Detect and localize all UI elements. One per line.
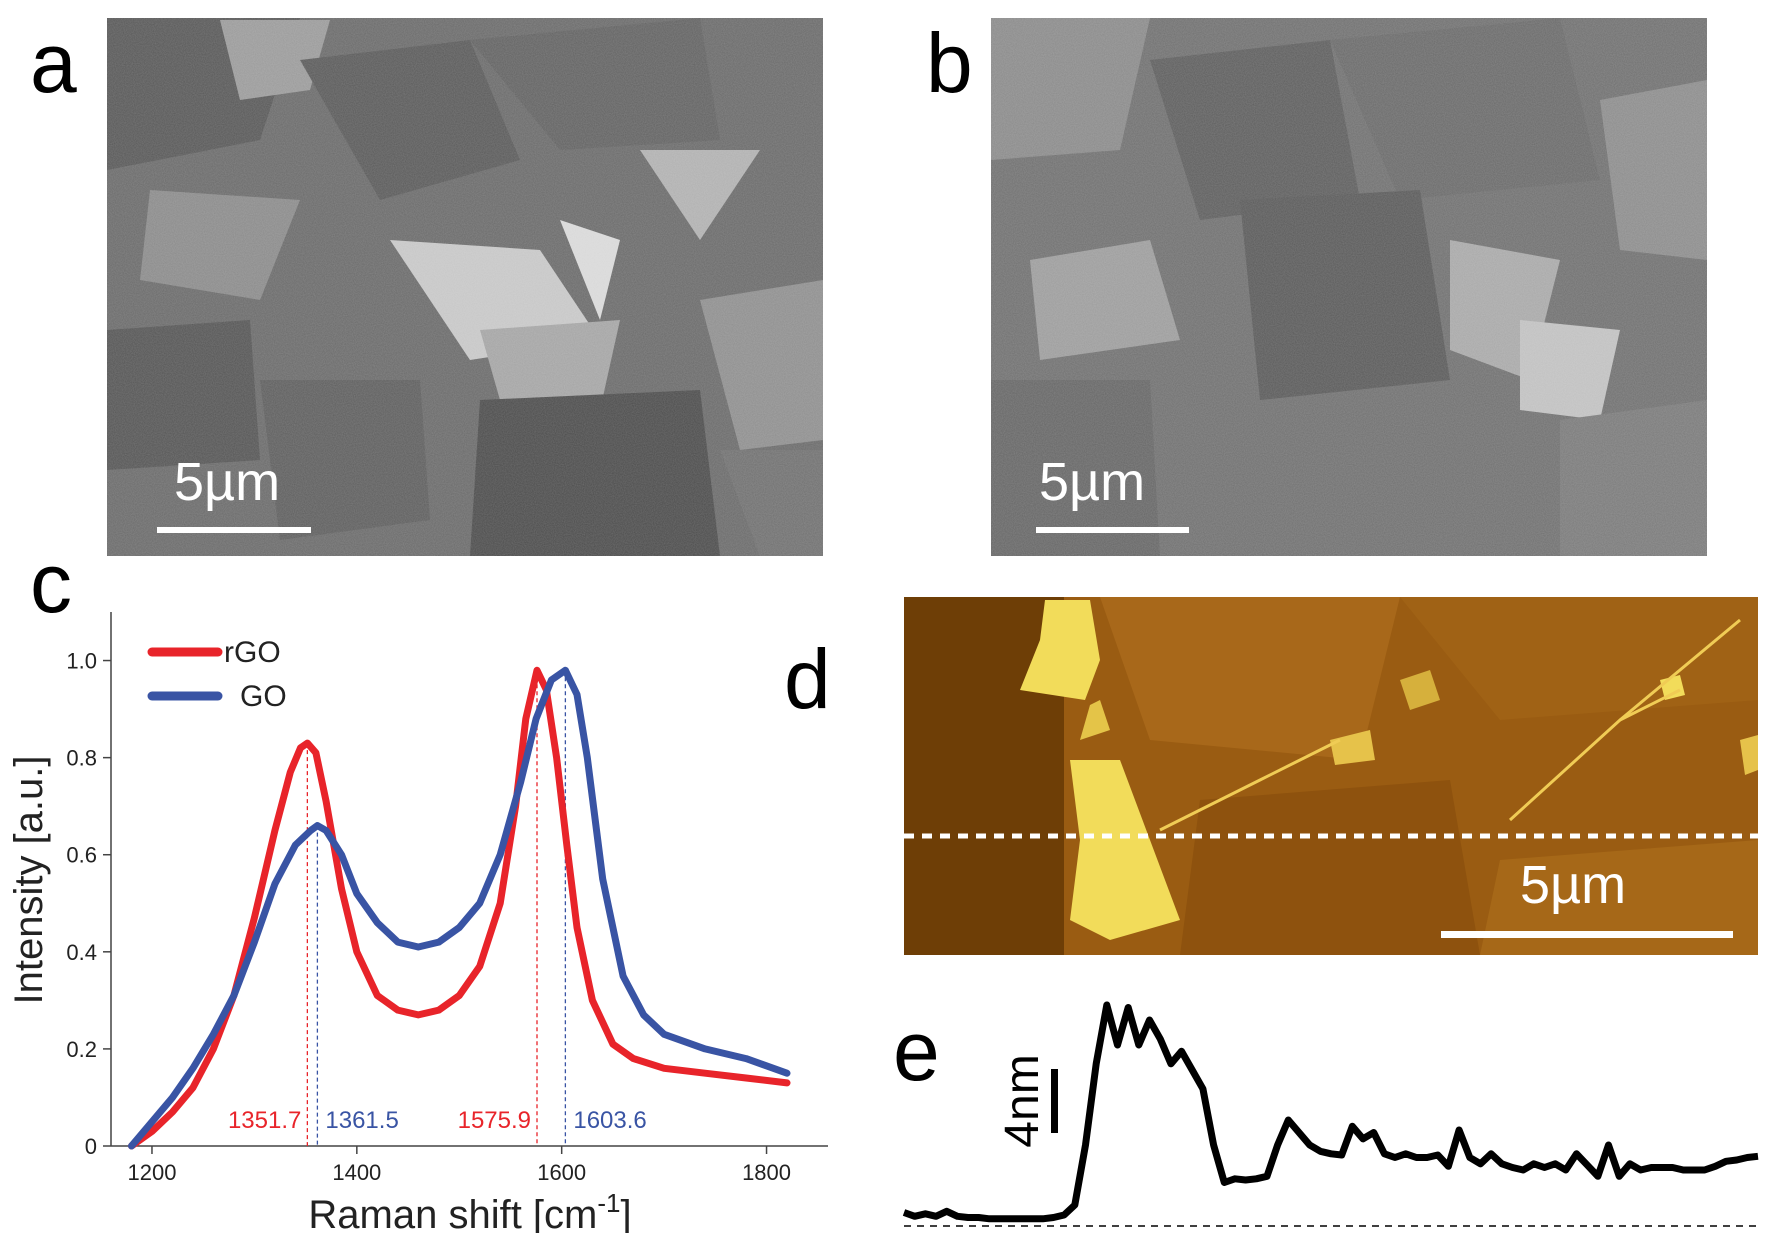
panel-letter-d: d bbox=[784, 632, 831, 726]
legend-label-GO: GO bbox=[240, 680, 287, 713]
y-tick-label: 0.6 bbox=[66, 843, 97, 868]
panel-letter-c: c bbox=[30, 536, 72, 630]
y-axis-title: Intensity [a.u.] bbox=[7, 755, 51, 1004]
profile-scale-label: 4nm bbox=[996, 1054, 1049, 1147]
x-tick-label: 1400 bbox=[332, 1160, 381, 1185]
scale-bar-b bbox=[1036, 527, 1189, 533]
scale-label-d: 5µm bbox=[1520, 855, 1626, 915]
scale-label-a: 5µm bbox=[174, 452, 280, 512]
height-profile: 4nm bbox=[902, 1001, 1759, 1227]
profile-scale-bar bbox=[1051, 1069, 1058, 1133]
peak-label: 1351.7 bbox=[228, 1107, 301, 1134]
peak-label: 1361.5 bbox=[325, 1107, 398, 1134]
afm-image-d bbox=[904, 597, 1758, 955]
scale-bar-a bbox=[157, 527, 311, 533]
peak-label: 1575.9 bbox=[458, 1107, 531, 1134]
y-tick-label: 0.2 bbox=[66, 1037, 97, 1062]
series-line-rGO bbox=[128, 666, 791, 1150]
sem-image-a bbox=[107, 18, 823, 556]
raman-chart: 1200 1400 1600 1800 0 0.2 0.4 0.6 0.8 1.0 1351.7 1… bbox=[7, 612, 828, 1233]
scale-label-b: 5µm bbox=[1039, 452, 1145, 512]
x-tick-label: 1200 bbox=[127, 1160, 176, 1185]
chart-legend: rGO GO bbox=[147, 636, 287, 713]
sem-image-b bbox=[991, 18, 1707, 556]
x-tick-label: 1800 bbox=[742, 1160, 791, 1185]
series-line-GO bbox=[128, 666, 791, 1150]
y-tick-label: 0.4 bbox=[66, 940, 97, 965]
profile-line bbox=[902, 1001, 1759, 1223]
y-tick-label: 1.0 bbox=[66, 649, 97, 674]
legend-label-rGO: rGO bbox=[224, 636, 281, 669]
panel-letter-a: a bbox=[30, 16, 77, 110]
peak-label: 1603.6 bbox=[573, 1107, 646, 1134]
y-tick-label: 0 bbox=[85, 1134, 97, 1159]
scale-bar-d bbox=[1441, 931, 1733, 938]
x-tick-label: 1600 bbox=[537, 1160, 586, 1185]
y-tick-label: 0.8 bbox=[66, 746, 97, 771]
panel-letter-e: e bbox=[893, 1004, 940, 1098]
panel-letter-b: b bbox=[926, 16, 973, 110]
x-axis-title: Raman shift [cm-1] bbox=[308, 1188, 631, 1233]
